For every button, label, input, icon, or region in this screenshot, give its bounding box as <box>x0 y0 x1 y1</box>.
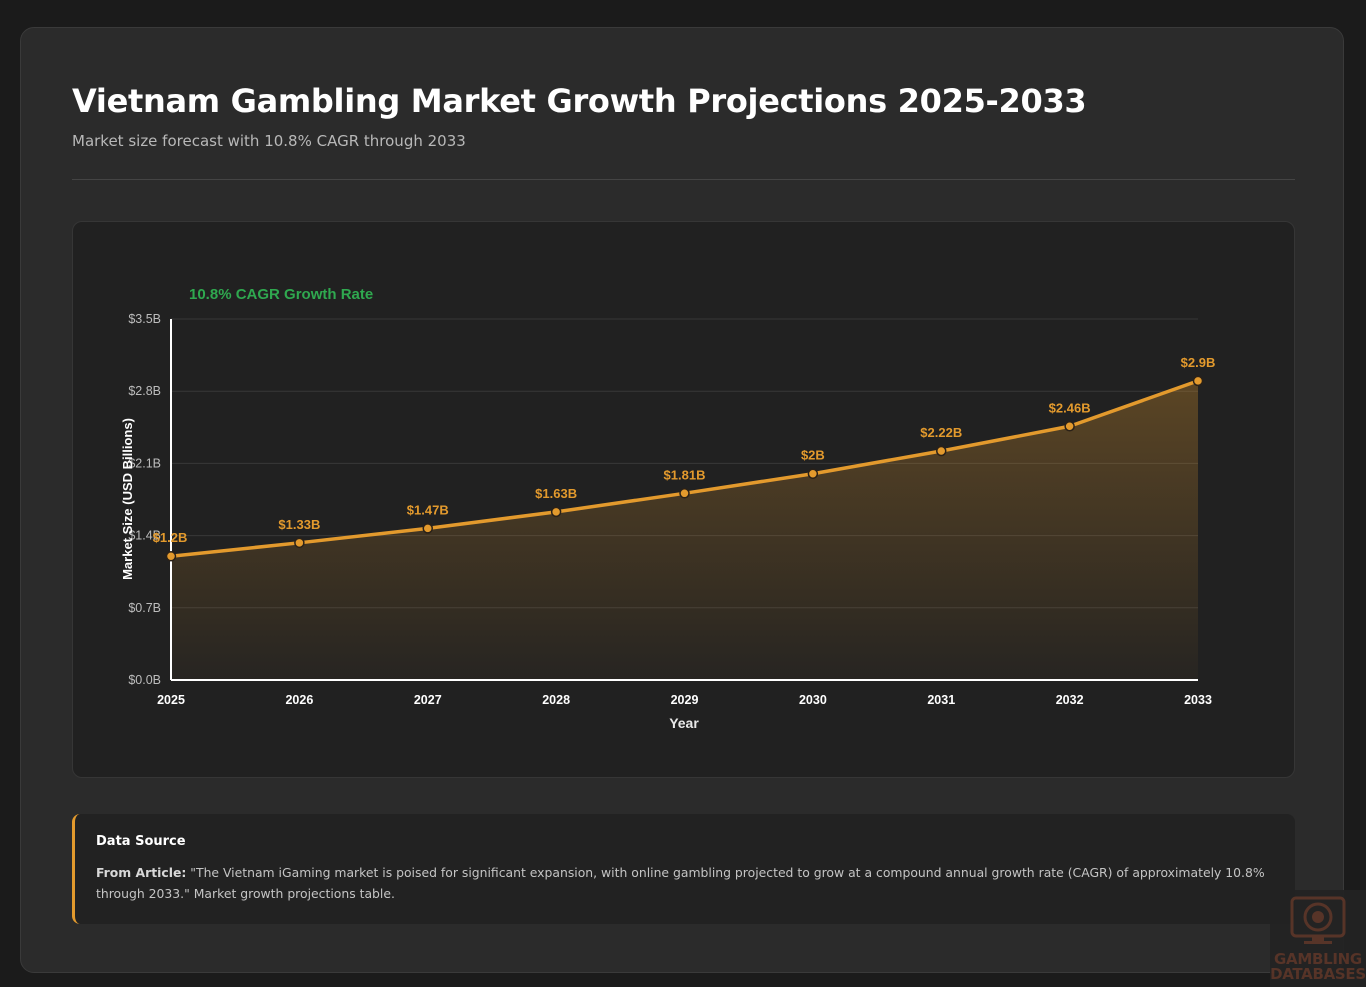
data-point[interactable] <box>679 488 690 499</box>
data-point[interactable] <box>1064 421 1075 432</box>
watermark-logo: GAMBLING DATABASES <box>1270 890 1366 987</box>
x-tick-label: 2031 <box>927 693 955 707</box>
y-tick-label: $0.0B <box>128 673 161 687</box>
data-label: $1.47B <box>407 502 449 517</box>
x-tick-label: 2025 <box>157 693 185 707</box>
source-quote: "The Vietnam iGaming market is poised fo… <box>96 865 1265 901</box>
data-label: $1.33B <box>278 517 320 532</box>
data-source-box: Data Source From Article: "The Vietnam i… <box>72 814 1295 924</box>
data-label: $1.81B <box>664 467 706 482</box>
data-label: $2.9B <box>1181 355 1216 370</box>
main-card: Vietnam Gambling Market Growth Projectio… <box>20 27 1344 973</box>
source-heading: Data Source <box>96 834 186 849</box>
data-label: $1.2B <box>153 530 188 545</box>
x-tick-label: 2029 <box>671 693 699 707</box>
market-growth-chart: $0.0B $0.7B $1.4B $2.1B $2.8B $3.5B 2025 2026 20… <box>120 286 1216 731</box>
y-tick-label: $0.7B <box>128 601 161 615</box>
data-point[interactable] <box>294 537 305 549</box>
y-tick-label: $2.8B <box>128 384 161 398</box>
data-label: $2.22B <box>920 425 962 440</box>
data-point[interactable] <box>422 523 433 534</box>
watermark-line1: GAMBLING <box>1274 950 1362 968</box>
data-label: $2B <box>801 448 825 463</box>
y-tick-label: $1.4B <box>128 529 161 543</box>
x-tick-label: 2033 <box>1184 693 1212 707</box>
area-fill <box>171 380 1198 680</box>
y-tick-label: $3.5B <box>128 312 161 326</box>
page-subtitle: Market size forecast with 10.8% CAGR thr… <box>72 132 466 150</box>
header-divider <box>72 179 1295 180</box>
data-label: $1.63B <box>535 486 577 501</box>
x-tick-label: 2027 <box>414 693 442 707</box>
data-point[interactable] <box>165 550 177 562</box>
source-text: From Article: "The Vietnam iGaming marke… <box>96 862 1274 904</box>
data-point[interactable] <box>807 468 819 479</box>
y-tick-label: $2.1B <box>128 456 161 470</box>
x-tick-label: 2030 <box>799 693 827 707</box>
data-point[interactable] <box>936 445 947 457</box>
poker-chip-monitor-icon <box>1290 896 1346 944</box>
source-prefix: From Article: <box>96 865 187 880</box>
data-point[interactable] <box>1192 375 1204 387</box>
cagr-annotation: 10.8% CAGR Growth Rate <box>189 286 373 303</box>
x-tick-label: 2026 <box>285 693 313 707</box>
watermark-line2: DATABASES <box>1270 965 1366 983</box>
data-label: $2.46B <box>1049 400 1091 415</box>
page-title: Vietnam Gambling Market Growth Projectio… <box>72 82 1087 120</box>
x-axis-title: Year <box>669 715 699 731</box>
y-axis-title: Market Size (USD Billions) <box>120 418 135 580</box>
x-tick-label: 2032 <box>1056 693 1084 707</box>
chart-panel: $0.0B $0.7B $1.4B $2.1B $2.8B $3.5B 2025 2026 20… <box>72 221 1295 778</box>
data-point[interactable] <box>550 506 562 518</box>
x-tick-label: 2028 <box>542 693 570 707</box>
